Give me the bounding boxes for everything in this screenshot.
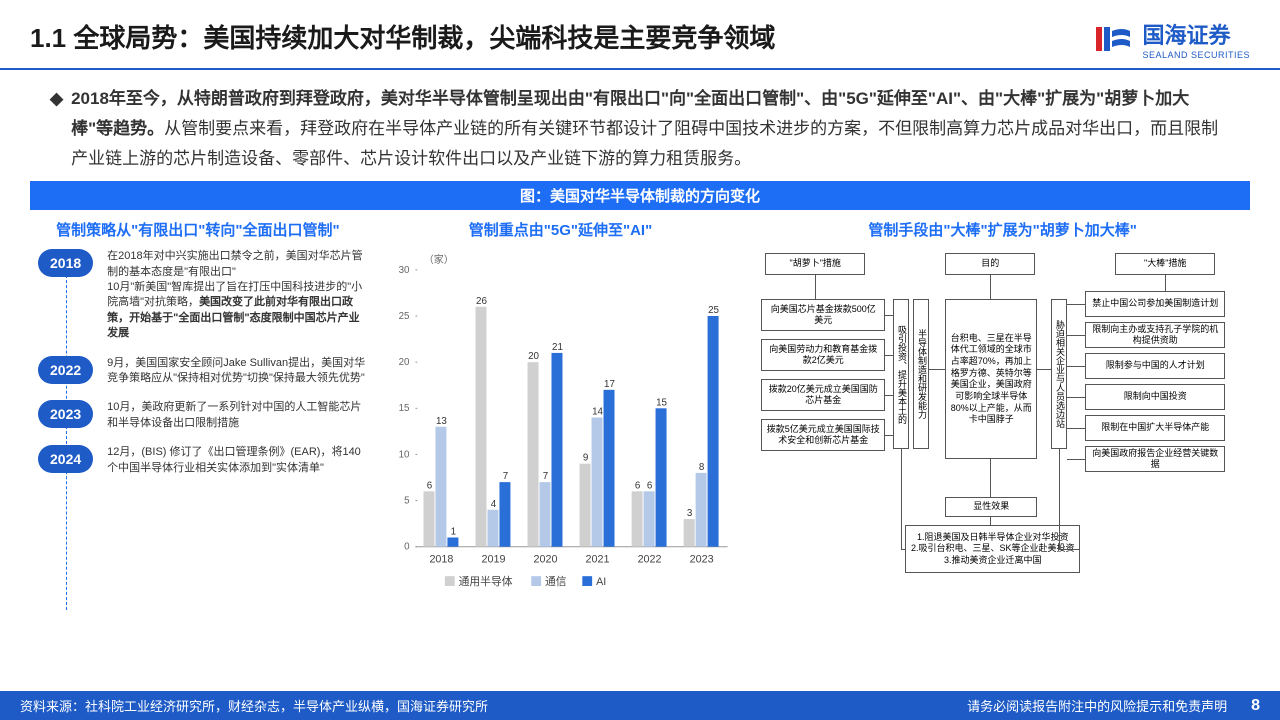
year-badge: 2024 [38, 445, 93, 473]
svg-text:10: 10 [398, 450, 409, 461]
col1-title: 管制策略从"有限出口"转向"全面出口管制" [30, 220, 366, 241]
svg-text:4: 4 [491, 499, 497, 510]
three-column-layout: 管制策略从"有限出口"转向"全面出口管制" 2018 在2018年对中兴实施出口… [0, 210, 1280, 630]
figure-title-banner: 图：美国对华半导体制裁的方向变化 [30, 181, 1250, 210]
svg-text:2020: 2020 [533, 554, 557, 566]
svg-text:AI: AI [596, 576, 606, 588]
svg-text:2023: 2023 [689, 554, 713, 566]
svg-text:通用半导体: 通用半导体 [458, 575, 512, 588]
svg-text:25: 25 [708, 305, 719, 316]
svg-text:20: 20 [398, 357, 409, 368]
svg-text:26: 26 [476, 296, 487, 307]
col2-title: 管制重点由"5G"延伸至"AI" [384, 220, 737, 241]
chart-svg: 0 5 10 15 20 25 30 6 13 1 2018 26 4 7 2019 20 7 21 2020 9 14… [384, 249, 737, 599]
column-2: 管制重点由"5G"延伸至"AI" （家） 0510152025306131201… [384, 220, 737, 630]
timeline: 2018 在2018年对中兴实施出口禁令之前，美国对华芯片管制的基本态度是"有限… [30, 249, 366, 630]
page-title: 1.1 全球局势：美国持续加大对华制裁，尖端科技是主要竞争领域 [30, 18, 775, 55]
svg-text:25: 25 [398, 311, 409, 322]
body-paragraph: ◆ 2018年至今，从特朗普政府到拜登政府，美对华半导体管制呈现出由"有限出口"… [0, 70, 1280, 181]
svg-text:2019: 2019 [481, 554, 505, 566]
svg-text:13: 13 [436, 416, 447, 427]
svg-text:17: 17 [604, 379, 615, 390]
svg-text:0: 0 [404, 542, 410, 553]
column-1: 管制策略从"有限出口"转向"全面出口管制" 2018 在2018年对中兴实施出口… [30, 220, 366, 630]
svg-text:15: 15 [656, 398, 667, 409]
svg-text:6: 6 [635, 481, 641, 492]
svg-text:3: 3 [687, 508, 693, 519]
footer-source: 资料来源：社科院工业经济研究所，财经杂志，半导体产业纵横，国海证券研究所 [20, 696, 488, 715]
svg-text:1: 1 [450, 527, 455, 538]
col3-title: 管制手段由"大棒"扩展为"胡萝卜加大棒" [755, 220, 1250, 241]
logo: 国海证券 SEALAND SECURITIES [1094, 18, 1250, 60]
diagram: "胡萝卜"措施目的"大棒"措施向美国芯片基金拨款500亿美元向美国劳动力和教育基… [755, 249, 1250, 630]
svg-text:8: 8 [699, 462, 705, 473]
year-badge: 2023 [38, 400, 93, 428]
logo-text-cn: 国海证券 [1142, 18, 1250, 50]
logo-text-en: SEALAND SECURITIES [1142, 50, 1250, 60]
column-3: 管制手段由"大棒"扩展为"胡萝卜加大棒" "胡萝卜"措施目的"大棒"措施向美国芯… [755, 220, 1250, 630]
svg-text:21: 21 [552, 342, 563, 353]
svg-text:7: 7 [502, 471, 507, 482]
svg-text:2021: 2021 [585, 554, 609, 566]
svg-text:30: 30 [398, 265, 409, 276]
year-badge: 2022 [38, 356, 93, 384]
page-number: 8 [1251, 697, 1260, 715]
svg-text:通信: 通信 [545, 576, 567, 588]
footer-disclaimer: 请务必阅读报告附注中的风险提示和免责声明 [967, 696, 1227, 715]
svg-text:20: 20 [528, 351, 539, 362]
svg-text:2018: 2018 [429, 554, 453, 566]
svg-text:7: 7 [543, 471, 548, 482]
header: 1.1 全球局势：美国持续加大对华制裁，尖端科技是主要竞争领域 国海证券 SEA… [0, 0, 1280, 70]
svg-text:2022: 2022 [637, 554, 661, 566]
svg-text:15: 15 [398, 403, 409, 414]
timeline-item: 2024 12月，(BIS) 修订了《出口管理条例》(EAR)，将140个中国半… [38, 445, 366, 476]
timeline-item: 2023 10月，美政府更新了一系列针对中国的人工智能芯片和半导体设备出口限制措… [38, 400, 366, 431]
logo-icon [1094, 23, 1134, 55]
bar-chart: （家） 051015202530613120182647201920721202… [384, 249, 737, 630]
footer: 资料来源：社科院工业经济研究所，财经杂志，半导体产业纵横，国海证券研究所 请务必… [0, 691, 1280, 720]
svg-text:9: 9 [583, 453, 588, 464]
svg-text:5: 5 [404, 496, 410, 507]
timeline-item: 2022 9月，美国国家安全顾问Jake Sullivan提出，美国对华竞争策略… [38, 356, 366, 387]
year-badge: 2018 [38, 249, 93, 277]
svg-text:14: 14 [592, 407, 603, 418]
timeline-item: 2018 在2018年对中兴实施出口禁令之前，美国对华芯片管制的基本态度是"有限… [38, 249, 366, 341]
svg-text:6: 6 [427, 481, 433, 492]
svg-text:6: 6 [647, 481, 653, 492]
